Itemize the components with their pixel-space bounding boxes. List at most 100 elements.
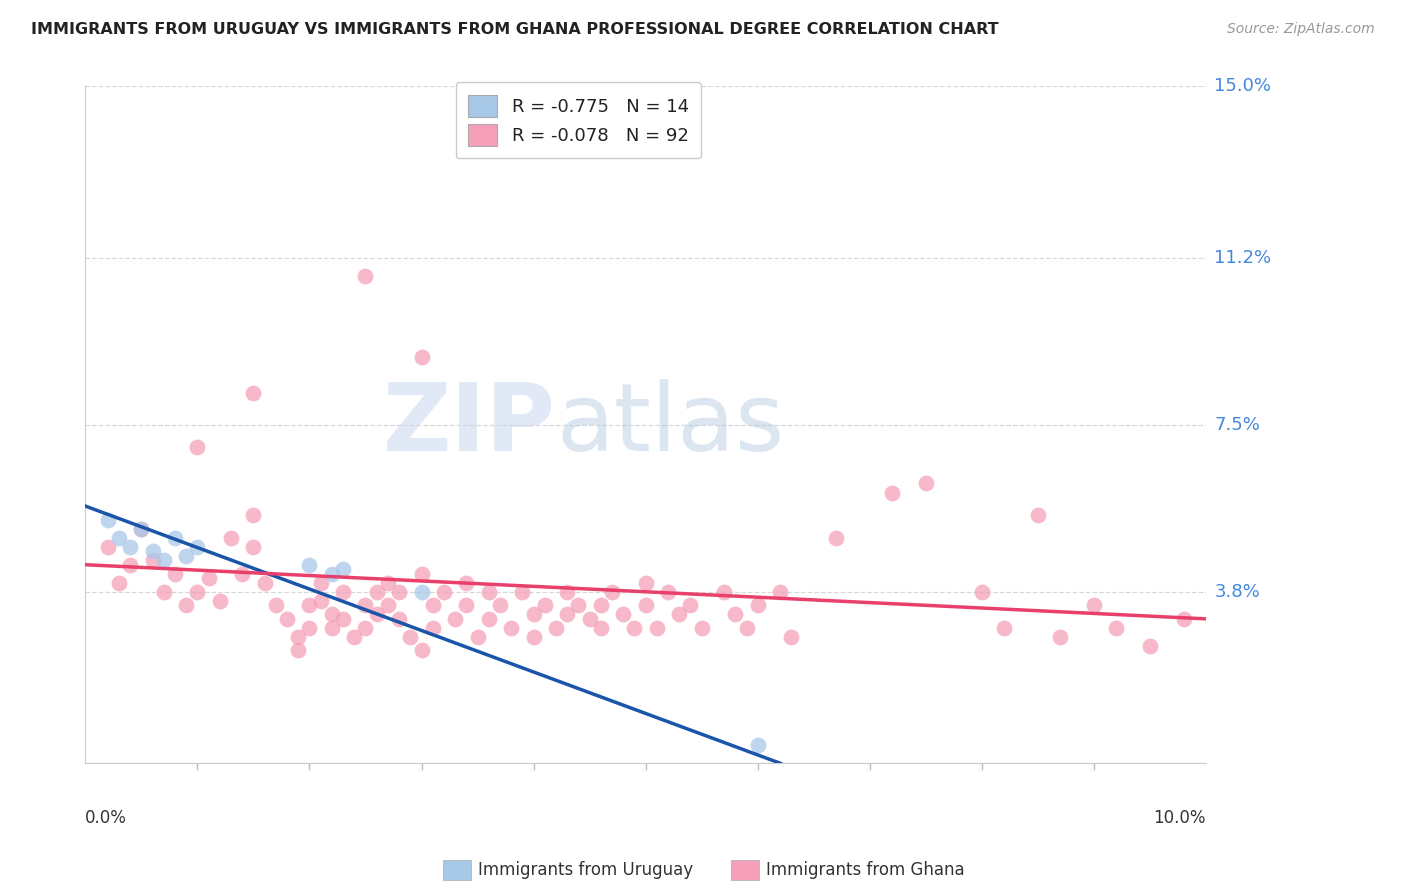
Point bbox=[197, 571, 219, 585]
Point bbox=[354, 268, 377, 283]
Point bbox=[600, 584, 623, 599]
Text: 3.8%: 3.8% bbox=[1215, 582, 1260, 601]
Point bbox=[388, 584, 411, 599]
Point bbox=[97, 540, 120, 554]
Point bbox=[555, 584, 578, 599]
Point bbox=[780, 630, 803, 644]
Point bbox=[747, 599, 769, 613]
Point bbox=[456, 599, 478, 613]
Point bbox=[533, 599, 555, 613]
Point bbox=[298, 599, 321, 613]
Point bbox=[1026, 508, 1049, 522]
Point bbox=[501, 621, 523, 635]
Text: 11.2%: 11.2% bbox=[1215, 249, 1271, 267]
Point bbox=[523, 607, 546, 622]
Point bbox=[264, 599, 287, 613]
Text: 10.0%: 10.0% bbox=[1153, 809, 1206, 827]
Point bbox=[1083, 599, 1105, 613]
Point bbox=[242, 386, 264, 401]
Point bbox=[399, 630, 422, 644]
Point bbox=[186, 441, 208, 455]
Point bbox=[309, 594, 332, 608]
Point bbox=[433, 584, 456, 599]
Point bbox=[422, 599, 444, 613]
Point bbox=[825, 531, 848, 545]
Point bbox=[422, 621, 444, 635]
Point bbox=[321, 621, 343, 635]
Point bbox=[634, 575, 657, 590]
Point bbox=[174, 599, 197, 613]
Point bbox=[108, 575, 131, 590]
Point bbox=[411, 566, 433, 581]
Point bbox=[769, 584, 792, 599]
Point bbox=[208, 594, 231, 608]
Text: ZIP: ZIP bbox=[382, 379, 555, 471]
Point bbox=[97, 512, 120, 526]
Point bbox=[523, 630, 546, 644]
Point bbox=[321, 566, 343, 581]
Point bbox=[411, 584, 433, 599]
Point bbox=[724, 607, 747, 622]
Point bbox=[354, 599, 377, 613]
Point bbox=[411, 350, 433, 364]
Point bbox=[388, 612, 411, 626]
Point bbox=[141, 553, 163, 567]
Text: Immigrants from Uruguay: Immigrants from Uruguay bbox=[478, 861, 693, 879]
Point bbox=[163, 566, 186, 581]
Point bbox=[478, 584, 501, 599]
Point bbox=[567, 599, 589, 613]
Point bbox=[679, 599, 702, 613]
Point bbox=[120, 540, 142, 554]
Point bbox=[444, 612, 467, 626]
Point bbox=[478, 612, 501, 626]
Point bbox=[120, 558, 142, 572]
Point bbox=[467, 630, 489, 644]
Point bbox=[1105, 621, 1128, 635]
Point bbox=[1173, 612, 1195, 626]
Point bbox=[735, 621, 758, 635]
Point bbox=[747, 738, 769, 752]
Point bbox=[231, 566, 253, 581]
Point bbox=[186, 540, 208, 554]
Point bbox=[253, 575, 276, 590]
Point bbox=[377, 575, 399, 590]
Point bbox=[993, 621, 1015, 635]
Point bbox=[186, 584, 208, 599]
Point bbox=[332, 584, 354, 599]
Point bbox=[141, 544, 163, 558]
Point bbox=[645, 621, 668, 635]
Point bbox=[152, 553, 174, 567]
Text: atlas: atlas bbox=[555, 379, 785, 471]
Point bbox=[174, 549, 197, 563]
Point bbox=[298, 558, 321, 572]
Point bbox=[152, 584, 174, 599]
Point bbox=[578, 612, 600, 626]
Point bbox=[332, 612, 354, 626]
Text: Source: ZipAtlas.com: Source: ZipAtlas.com bbox=[1227, 22, 1375, 37]
Point bbox=[411, 643, 433, 657]
Point bbox=[612, 607, 634, 622]
Point bbox=[309, 575, 332, 590]
Point bbox=[366, 584, 388, 599]
Text: 0.0%: 0.0% bbox=[86, 809, 127, 827]
Point bbox=[914, 476, 936, 491]
Point bbox=[512, 584, 534, 599]
Point bbox=[377, 599, 399, 613]
Point bbox=[1139, 639, 1161, 653]
Point bbox=[1049, 630, 1071, 644]
Point bbox=[489, 599, 512, 613]
Point bbox=[242, 508, 264, 522]
Point bbox=[287, 643, 309, 657]
Point bbox=[882, 485, 904, 500]
Point bbox=[555, 607, 578, 622]
Point bbox=[131, 522, 153, 536]
Text: IMMIGRANTS FROM URUGUAY VS IMMIGRANTS FROM GHANA PROFESSIONAL DEGREE CORRELATION: IMMIGRANTS FROM URUGUAY VS IMMIGRANTS FR… bbox=[31, 22, 998, 37]
Text: 7.5%: 7.5% bbox=[1215, 416, 1260, 434]
Point bbox=[321, 607, 343, 622]
Point bbox=[298, 621, 321, 635]
Point bbox=[690, 621, 713, 635]
Point bbox=[657, 584, 679, 599]
Point bbox=[668, 607, 690, 622]
Point bbox=[108, 531, 131, 545]
Point bbox=[544, 621, 567, 635]
